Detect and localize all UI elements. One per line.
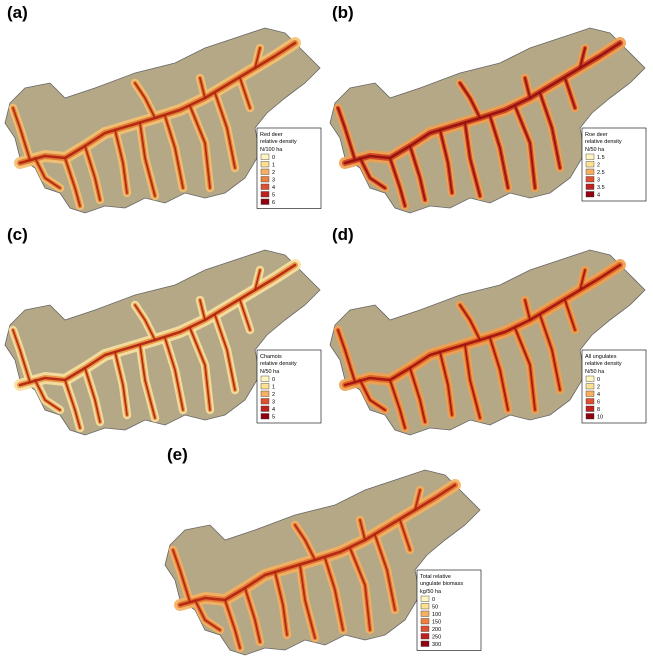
panel-label: (b) xyxy=(332,3,354,22)
legend-swatch xyxy=(421,604,429,610)
legend-swatch xyxy=(586,162,594,168)
legend-item: 1 xyxy=(272,162,275,168)
legend-unit: N/50 ha xyxy=(585,369,605,375)
panel-label: (c) xyxy=(7,225,28,244)
legend-swatch xyxy=(261,162,269,168)
legend-title: relative density xyxy=(585,139,622,145)
legend-swatch xyxy=(586,384,594,390)
legend-swatch xyxy=(421,626,429,632)
legend-title: relative density xyxy=(260,139,297,145)
legend-swatch xyxy=(261,384,269,390)
legend-item: 4 xyxy=(272,185,275,191)
legend-swatch xyxy=(261,391,269,397)
legend-swatch xyxy=(586,169,594,175)
legend-title: Total relative xyxy=(420,574,451,580)
legend-swatch xyxy=(261,169,269,175)
legend-item: 0 xyxy=(432,597,435,603)
map: Total relativeungulate biomass kg/50 ha 05… xyxy=(165,470,481,655)
legend-swatch xyxy=(261,184,269,190)
legend-item: 6 xyxy=(597,399,600,405)
legend-item: 0 xyxy=(272,155,275,161)
legend-title: ungulate biomass xyxy=(420,581,463,587)
legend-unit: N/50 ha xyxy=(585,147,605,153)
legend-swatch xyxy=(261,406,269,412)
legend-swatch xyxy=(586,406,594,412)
legend-item: 200 xyxy=(432,627,441,633)
legend-title: Chamois xyxy=(260,354,282,360)
legend-item: 2.5 xyxy=(597,170,605,176)
map: All ungulatesrelative density N/50 ha 02 46… xyxy=(330,250,646,435)
legend-swatch xyxy=(586,177,594,183)
legend-item: 0 xyxy=(272,377,275,383)
legend-item: 10 xyxy=(597,414,603,420)
legend-swatch xyxy=(261,199,269,205)
legend-item: 150 xyxy=(432,619,441,625)
legend-item: 5 xyxy=(272,192,275,198)
legend-unit: kg/50 ha xyxy=(420,589,442,595)
legend-unit: N/100 ha xyxy=(260,147,283,153)
legend-item: 8 xyxy=(597,407,600,413)
legend-item: 1.5 xyxy=(597,155,605,161)
legend-title: relative density xyxy=(585,361,622,367)
legend-swatch xyxy=(586,414,594,420)
legend-item: 4 xyxy=(272,407,275,413)
legend-item: 6 xyxy=(272,200,275,206)
figure: (a)Red deerrelative densityN/100 ha01234… xyxy=(0,0,653,660)
legend-item: 50 xyxy=(432,604,438,610)
legend-swatch xyxy=(586,399,594,405)
legend-swatch xyxy=(421,634,429,640)
legend-swatch xyxy=(586,184,594,190)
legend-swatch xyxy=(261,414,269,420)
legend-item: 3 xyxy=(272,399,275,405)
legend-swatch xyxy=(261,376,269,382)
legend-item: 3 xyxy=(272,177,275,183)
panel-label: (a) xyxy=(7,3,28,22)
legend: All ungulatesrelative density N/50 ha 02 46… xyxy=(582,350,646,423)
legend-item: 2 xyxy=(272,392,275,398)
legend-item: 3 xyxy=(597,177,600,183)
legend-unit: N/50 ha xyxy=(260,369,280,375)
map: Red deerrelative density N/100 ha 01 23 45 6 xyxy=(5,28,321,213)
legend-swatch xyxy=(421,641,429,647)
legend-item: 2 xyxy=(597,162,600,168)
legend: Roe deerrelative density N/50 ha 1.52 2.53 3… xyxy=(582,128,646,201)
legend: Chamoisrelative density N/50 ha 01 23 45 xyxy=(257,350,321,423)
legend-item: 2 xyxy=(597,384,600,390)
legend-item: 300 xyxy=(432,642,441,648)
legend-swatch xyxy=(421,596,429,602)
legend-swatch xyxy=(261,177,269,183)
legend-swatch xyxy=(421,611,429,617)
legend-title: Red deer xyxy=(260,132,283,138)
legend-swatch xyxy=(261,154,269,160)
legend-item: 5 xyxy=(272,414,275,420)
map: Roe deerrelative density N/50 ha 1.52 2.53 3… xyxy=(330,28,646,213)
panel-label: (e) xyxy=(167,445,188,464)
legend-swatch xyxy=(586,192,594,198)
legend-title: Roe deer xyxy=(585,132,608,138)
legend-item: 0 xyxy=(597,377,600,383)
legend-swatch xyxy=(586,391,594,397)
legend-item: 1 xyxy=(272,384,275,390)
legend-item: 2 xyxy=(272,170,275,176)
legend-swatch xyxy=(261,192,269,198)
legend-swatch xyxy=(261,399,269,405)
legend-title: relative density xyxy=(260,361,297,367)
legend-swatch xyxy=(586,154,594,160)
legend-item: 4 xyxy=(597,392,600,398)
legend-item: 3.5 xyxy=(597,185,605,191)
legend-swatch xyxy=(421,619,429,625)
legend-item: 100 xyxy=(432,612,441,618)
legend-item: 4 xyxy=(597,192,600,198)
legend-swatch xyxy=(586,376,594,382)
legend-item: 250 xyxy=(432,634,441,640)
panel-label: (d) xyxy=(332,225,354,244)
legend-title: All ungulates xyxy=(585,354,617,360)
